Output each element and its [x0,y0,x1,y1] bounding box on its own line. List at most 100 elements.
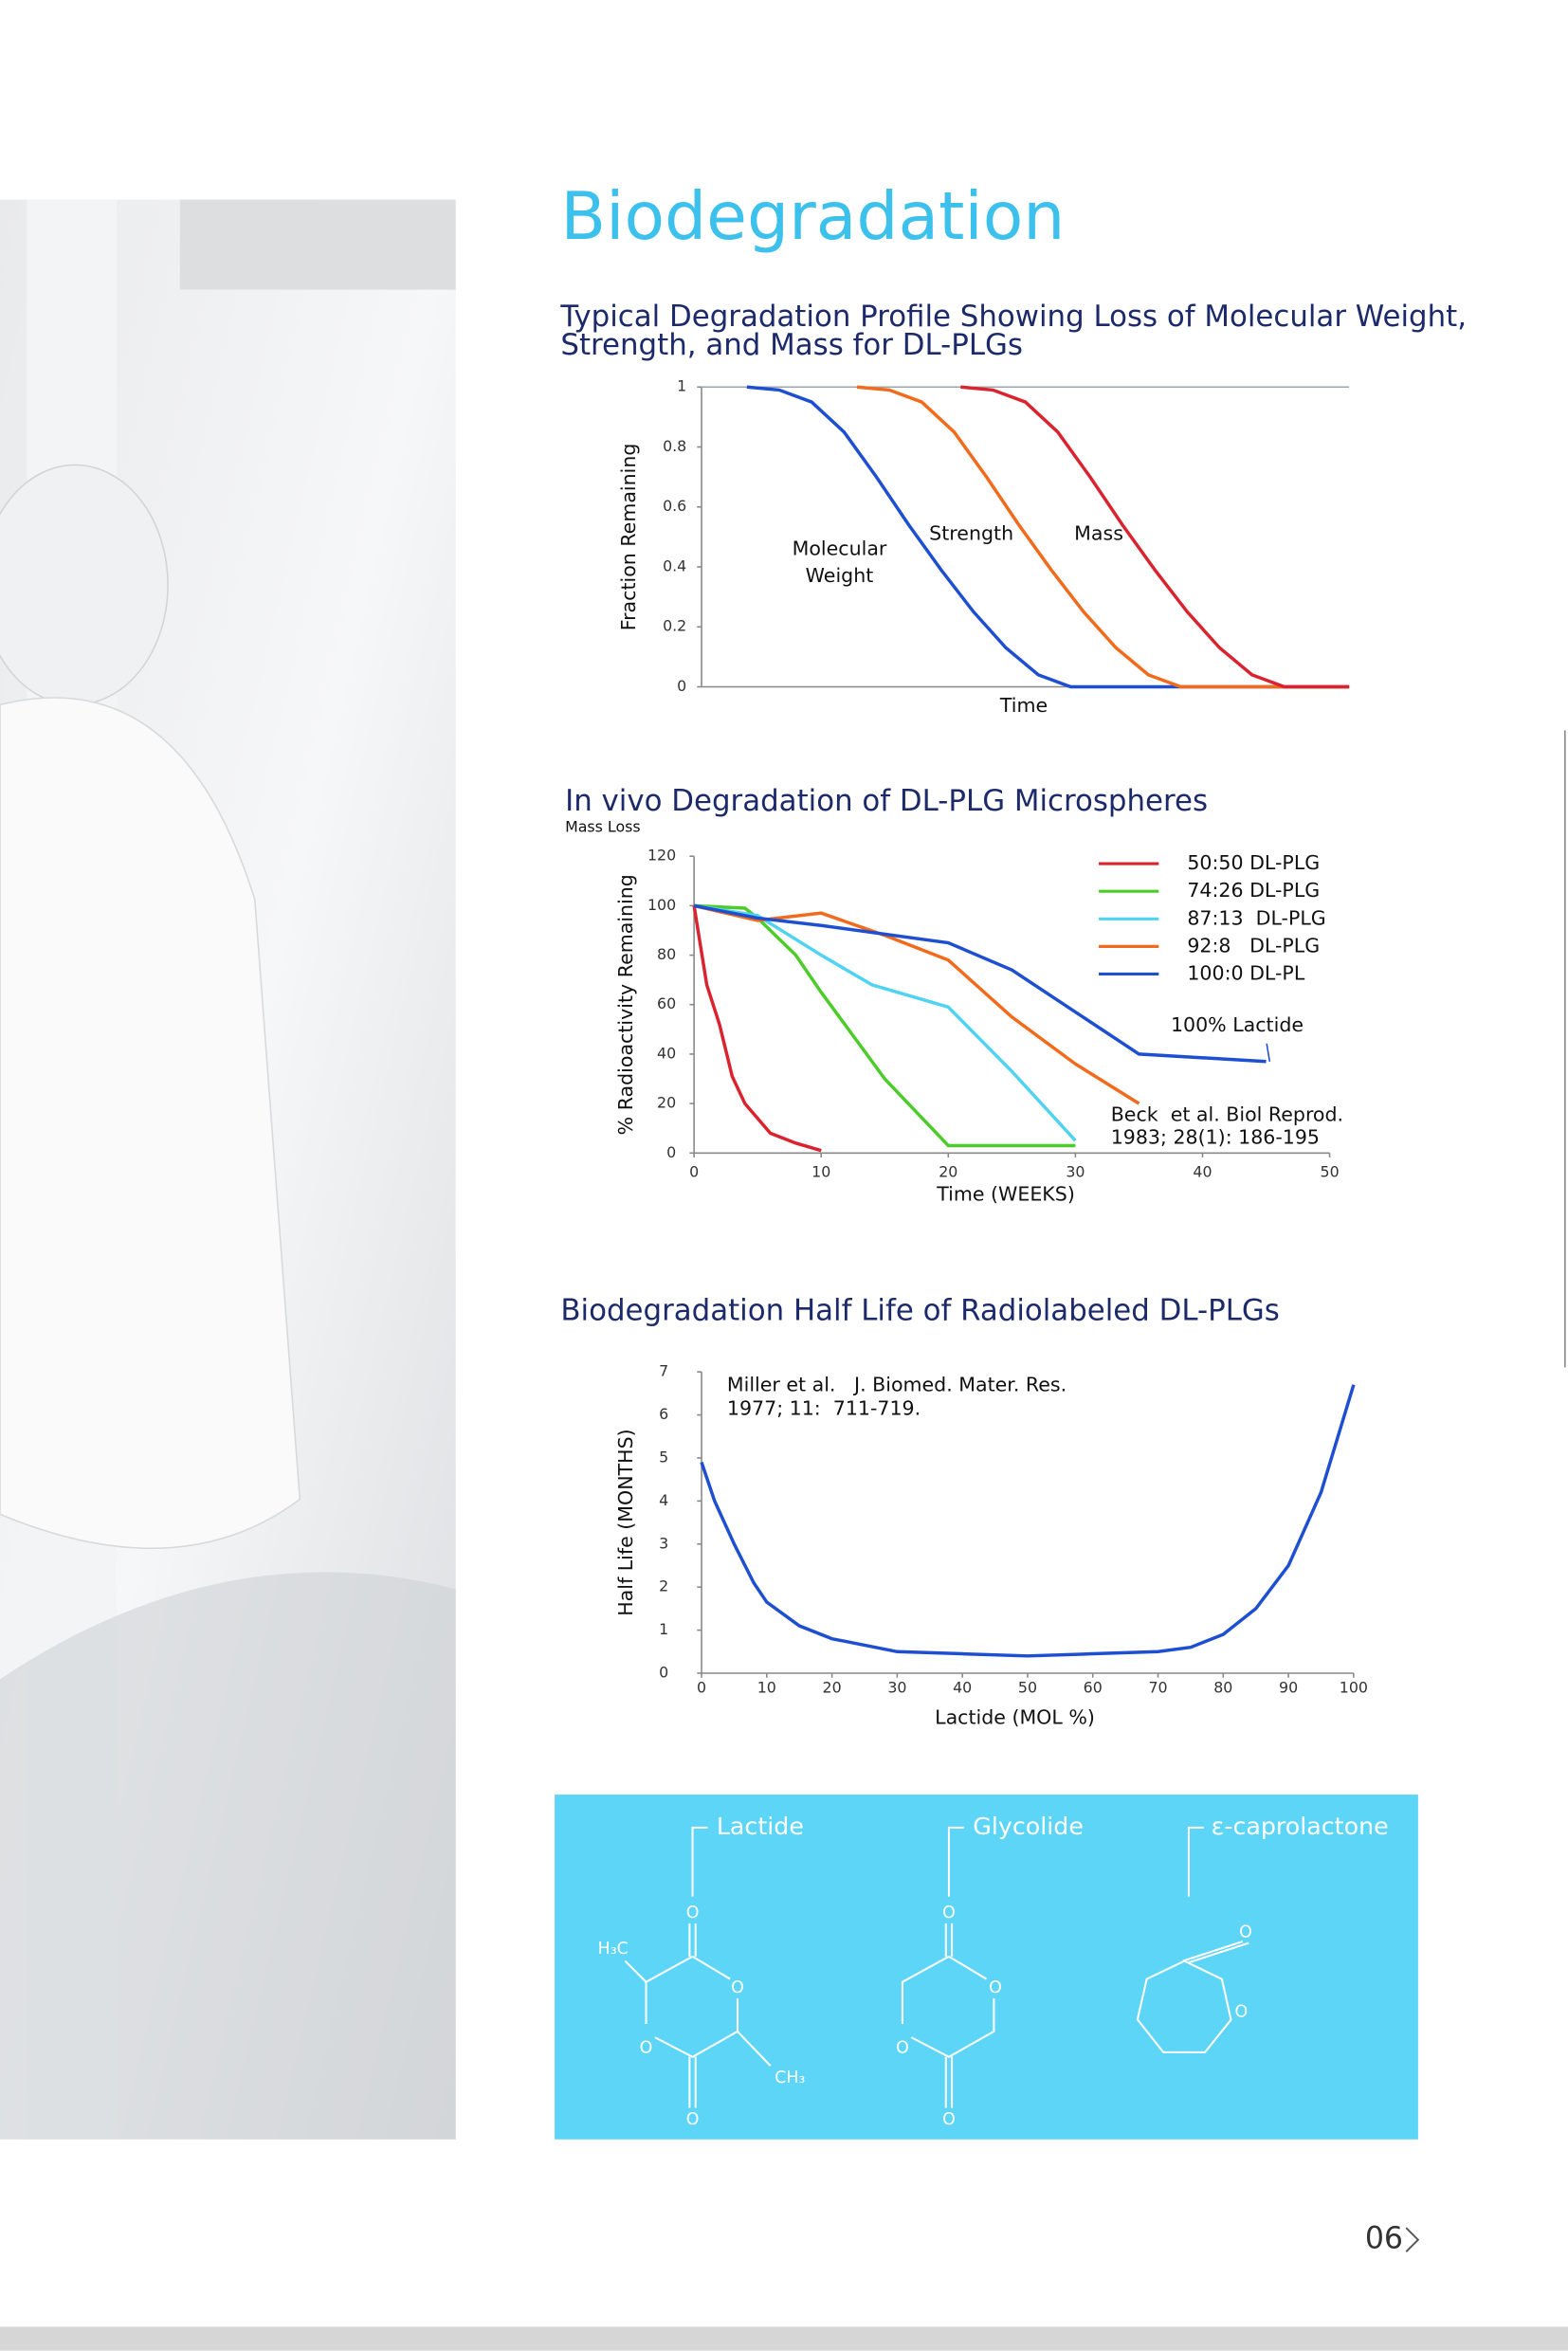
y-tick-label: 5 [659,1448,668,1466]
y-tick-label: 0 [677,677,686,695]
page-number: 06 [1365,2222,1403,2256]
y-tick-label: 60 [657,994,676,1012]
structure-label: Lactide [717,1813,804,1840]
legend-label: 92:8 DL-PLG [1187,934,1320,957]
chart-title: Strength, and Mass for DL-PLGs [560,328,1023,362]
annotation: 1983; 28(1): 186-195 [1111,1125,1320,1148]
annotation: Beck et al. Biol Reprod. [1111,1103,1343,1126]
structures-panel [555,1795,1418,2140]
atom-label: O [942,2110,956,2129]
footer-bar [0,2326,1568,2351]
x-tick-label: 10 [757,1678,776,1696]
curve-label: Molecular Weight [792,538,887,589]
y-tick-label: 7 [659,1362,668,1380]
x-tick-label: 40 [1193,1162,1212,1180]
atom-label: O [640,2038,653,2057]
page-arrow [1405,2227,1420,2253]
series-line [856,385,1350,689]
double-bond [1182,1941,1249,1964]
x-tick-label: 30 [1066,1162,1085,1180]
series-line [960,385,1350,689]
y-axis-label: Half Life (MONTHS) [614,1429,637,1615]
atom-label: O [1239,1923,1252,1942]
y-axis-label: % Radioactivity Remaining [614,874,637,1135]
atom-label: O [989,1978,1002,1997]
series-line [693,903,1140,1105]
atom-label: H₃C [598,1940,629,1959]
x-axis-label: Lactide (MOL %) [935,1705,1095,1728]
ring-bond [1136,1959,1232,2053]
x-tick-label: 20 [939,1162,957,1180]
x-tick-label: 0 [689,1162,699,1180]
y-tick-label: 0.4 [663,557,686,575]
y-tick-label: 1 [677,377,686,395]
y-tick-label: 6 [659,1405,668,1423]
y-tick-label: 0 [659,1663,668,1681]
x-axis-label: Time [999,694,1048,717]
x-tick-label: 20 [823,1678,842,1696]
chart-title: Biodegradation Half Life of Radiolabeled… [560,1293,1279,1327]
atom-label: O [686,2110,700,2129]
double-bond [944,1923,954,2108]
x-tick-label: 50 [1321,1162,1340,1180]
x-tick-label: 40 [953,1678,972,1696]
annotation: 1977; 11: 711-719. [727,1397,921,1420]
y-tick-label: 2 [659,1577,668,1595]
ring-bond [901,1955,995,2058]
structure-label: ε-caprolactone [1212,1813,1389,1840]
y-tick-label: 3 [659,1534,668,1552]
y-tick-label: 1 [659,1620,668,1638]
series-line [692,905,822,1153]
chart-title: Typical Degradation Profile Showing Loss… [559,300,1467,334]
series-line [693,903,1267,1064]
series-line [746,385,1350,689]
y-tick-label: 120 [647,847,676,865]
chart-subtitle: Mass Loss [565,818,640,836]
x-tick-label: 70 [1148,1678,1167,1696]
atom-label: O [896,2038,909,2057]
atom-label: O [942,1904,956,1923]
annotation-pointer [1266,1043,1271,1062]
x-tick-label: 80 [1213,1678,1232,1696]
label-bracket [947,1826,964,1897]
x-axis-label: Time (WEEKS) [936,1183,1075,1206]
curve-label: Mass [1074,523,1123,546]
curve-label: Strength [929,523,1014,546]
ring-bond [645,1955,739,2058]
x-tick-label: 50 [1018,1678,1037,1696]
x-tick-label: 100 [1340,1678,1368,1696]
structure-label: Glycolide [973,1813,1084,1840]
x-tick-label: 60 [1084,1678,1103,1696]
curve-label-text: Strength [929,523,1014,546]
double-bond [688,1923,697,2108]
legend-label: 74:26 DL-PLG [1187,879,1320,902]
annotation: 100% Lactide [1171,1013,1304,1036]
y-tick-label: 0.8 [663,437,686,455]
legend-label: 50:50 DL-PLG [1187,851,1320,874]
label-bracket [691,1826,708,1897]
curve-label-text: Mass [1074,523,1123,546]
annotation: Miller et al. J. Biomed. Mater. Res. [727,1373,1067,1395]
legend-label: 100:0 DL-PL [1187,961,1304,984]
y-tick-label: 0 [666,1143,676,1161]
y-tick-label: 4 [659,1491,668,1509]
curve-label-text: Molecular Weight [792,538,887,589]
y-tick-label: 0.2 [663,617,686,635]
x-tick-label: 30 [887,1678,906,1696]
y-axis-label: Fraction Remaining [617,444,640,631]
atom-label: O [731,1978,744,1997]
chart-title: In vivo Degradation of DL-PLG Microspher… [565,784,1208,818]
atom-label: O [686,1904,700,1923]
x-tick-label: 90 [1279,1678,1298,1696]
methyl-bond [624,1959,772,2067]
series-line [700,1384,1356,1658]
series-line [694,903,1076,1148]
legend-label: 87:13 DL-PLG [1187,906,1325,929]
x-tick-label: 10 [811,1162,830,1180]
y-tick-label: 80 [657,945,676,963]
y-tick-label: 20 [657,1094,676,1112]
y-tick-label: 100 [647,896,676,914]
page-title: Biodegradation [560,178,1065,255]
